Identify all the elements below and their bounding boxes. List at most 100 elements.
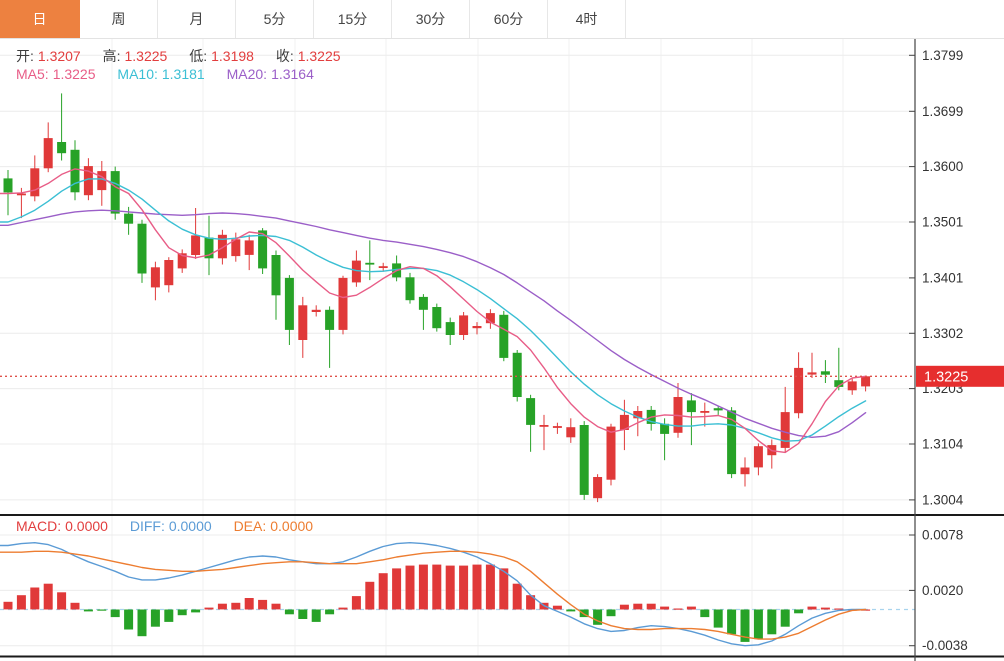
tab-4hour[interactable]: 4时: [548, 0, 626, 38]
timeframe-tabbar: 日周月 5分 15分 30分 60分 4时: [0, 0, 1004, 39]
candle-up: [847, 381, 857, 391]
macd-bar-up: [459, 565, 469, 610]
macd-bar-up: [673, 608, 683, 610]
macd-bar-down: [191, 609, 201, 613]
macd-bar-down: [593, 609, 603, 625]
macd-bar-up: [619, 604, 629, 610]
macd-bar-down: [740, 609, 750, 642]
macd-bar-down: [325, 609, 335, 615]
low-value: 1.3198: [211, 48, 254, 64]
tab-day[interactable]: 日: [0, 0, 80, 38]
axis-tick-label: 1.3799: [922, 48, 963, 63]
macd-bar-up: [633, 603, 643, 610]
macd-bar-up: [57, 592, 67, 610]
macd-bar-down: [177, 609, 187, 616]
macd-bar-up: [807, 606, 817, 610]
tab-30min[interactable]: 30分: [392, 0, 470, 38]
macd-bar-up: [432, 564, 442, 610]
high-label: 高:: [102, 48, 121, 64]
candle-up: [191, 235, 201, 255]
candle-up: [740, 467, 750, 475]
axis-tick-label: 1.3004: [922, 492, 964, 507]
open-label: 开:: [16, 48, 34, 64]
tab-60min[interactable]: 60分: [470, 0, 548, 38]
tab-month[interactable]: 月: [158, 0, 236, 38]
macd-legend: MACD: 0.0000 DIFF: 0.0000 DEA: 0.0000: [16, 518, 331, 534]
macd-bar-down: [110, 609, 120, 618]
macd-bar-down: [606, 609, 616, 617]
tab-15min[interactable]: 15分: [314, 0, 392, 38]
macd-bar-down: [124, 609, 134, 630]
candle-up: [338, 277, 348, 330]
candle-down: [57, 142, 67, 154]
tab-week[interactable]: 周: [80, 0, 158, 38]
candle-up: [485, 313, 495, 324]
low-label: 低:: [189, 48, 208, 64]
candle-down: [445, 322, 455, 335]
ma-legend: MA5: 1.3225 MA10: 1.3181 MA20: 1.3164: [16, 66, 332, 82]
macd-bar-up: [834, 608, 844, 610]
macd-bar-up: [646, 603, 656, 610]
candle-down: [727, 410, 737, 475]
candle-up: [150, 267, 160, 288]
macd-bar-up: [351, 596, 361, 610]
macd-bar-down: [767, 609, 777, 635]
candle-up: [30, 168, 40, 197]
candle-up: [780, 412, 790, 448]
candle-up: [311, 309, 321, 312]
candle-up: [472, 326, 482, 329]
macd-bar-up: [499, 568, 509, 610]
candle-up: [177, 253, 187, 269]
dea-value: 0.0000: [270, 518, 314, 534]
close-value: 1.3225: [297, 48, 341, 64]
candle-down: [526, 398, 536, 425]
candle-down: [110, 171, 120, 214]
current-price-badge-text: 1.3225: [924, 369, 968, 385]
ma10-value: 1.3181: [161, 66, 205, 82]
candle-up: [459, 315, 469, 335]
candle-up: [606, 426, 616, 480]
macd-bar-down: [311, 609, 321, 622]
high-value: 1.3225: [124, 48, 168, 64]
grid-layer: [0, 38, 915, 657]
macd-bar-up: [418, 564, 428, 610]
candle-down: [271, 255, 281, 296]
price-axis: 1.37991.36991.36001.35011.34011.33021.32…: [909, 48, 964, 507]
macd-bar-up: [485, 564, 495, 610]
candle-down: [204, 237, 214, 259]
axis-tick-label: 1.3600: [922, 159, 963, 174]
macd-bar-down: [284, 609, 294, 615]
macd-axis: 0.0078 0.0020 -0.0038: [909, 528, 968, 653]
candle-up: [633, 411, 643, 419]
close-label: 收:: [275, 48, 294, 64]
ma20-line: [0, 209, 867, 438]
macd-bar-up: [445, 565, 455, 610]
macd-bar-down: [727, 609, 737, 635]
candle-up: [566, 427, 576, 438]
macd-bar-up: [43, 583, 53, 610]
ma5-value: 1.3225: [52, 66, 96, 82]
open-value: 1.3207: [37, 48, 81, 64]
macd-bar-up: [512, 583, 522, 610]
macd-bar-down: [150, 609, 160, 627]
candle-down: [499, 314, 509, 358]
macd-bar-up: [271, 603, 281, 610]
candle-up: [231, 239, 241, 257]
candle-up: [539, 425, 549, 427]
diff-value: 0.0000: [168, 518, 212, 534]
tab-5min[interactable]: 5分: [236, 0, 314, 38]
macd-bar-down: [97, 609, 107, 611]
candle-up: [807, 372, 817, 375]
ma5-label: MA5:: [16, 66, 49, 82]
ma10-label: MA10:: [117, 66, 158, 82]
candle-down: [820, 371, 830, 375]
current-price-badge-bg: [916, 365, 1004, 387]
macd-bar-up: [472, 564, 482, 610]
candle-up: [753, 446, 763, 468]
candle-up: [351, 260, 361, 283]
macd-bar-down: [566, 609, 576, 612]
current-price-badge: 1.3225: [916, 365, 1004, 387]
macd-bar-down: [794, 609, 804, 614]
ma5-line: [0, 168, 867, 454]
